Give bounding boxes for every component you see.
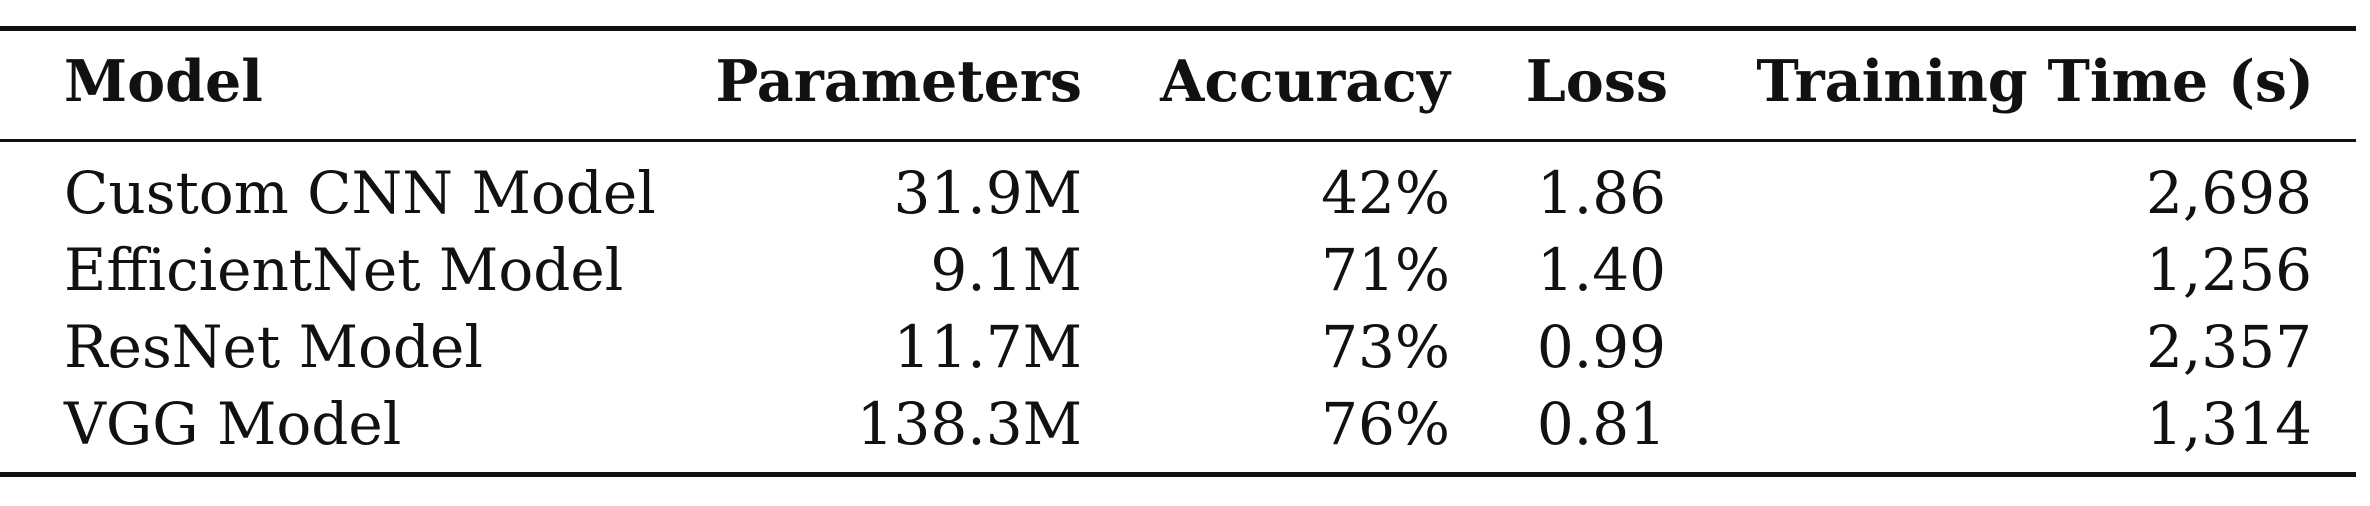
- cell-loss: 1.86: [1536, 159, 1666, 227]
- cell-accuracy: 76%: [1321, 390, 1450, 458]
- cell-accuracy: 71%: [1321, 236, 1450, 304]
- bottom-rule: [0, 472, 2356, 477]
- table-row: EfficientNet Model 9.1M 71% 1.40 1,256: [0, 232, 2356, 308]
- cell-accuracy: 73%: [1321, 313, 1450, 381]
- cell-parameters: 9.1M: [930, 236, 1082, 304]
- table-row: Custom CNN Model 31.9M 42% 1.86 2,698: [0, 155, 2356, 231]
- cell-training-time: 1,314: [2145, 390, 2312, 458]
- top-rule: [0, 26, 2356, 31]
- cell-model: Custom CNN Model: [64, 159, 656, 227]
- header-parameters: Parameters: [715, 48, 1082, 115]
- cell-accuracy: 42%: [1321, 159, 1450, 227]
- cell-parameters: 11.7M: [893, 313, 1082, 381]
- cell-training-time: 2,357: [2145, 313, 2312, 381]
- cell-loss: 1.40: [1536, 236, 1666, 304]
- cell-model: VGG Model: [64, 390, 402, 458]
- cell-model: ResNet Model: [64, 313, 483, 381]
- header-rule: [0, 139, 2356, 142]
- cell-parameters: 138.3M: [856, 390, 1082, 458]
- cell-loss: 0.81: [1536, 390, 1666, 458]
- header-loss: Loss: [1525, 48, 1668, 115]
- table-header-row: Model Parameters Accuracy Loss Training …: [0, 44, 2356, 120]
- header-training-time: Training Time (s): [1756, 48, 2314, 115]
- cell-training-time: 1,256: [2145, 236, 2312, 304]
- cell-model: EfficientNet Model: [64, 236, 624, 304]
- cell-parameters: 31.9M: [893, 159, 1082, 227]
- table-row: VGG Model 138.3M 76% 0.81 1,314: [0, 386, 2356, 462]
- cell-loss: 0.99: [1536, 313, 1666, 381]
- table-row: ResNet Model 11.7M 73% 0.99 2,357: [0, 309, 2356, 385]
- header-model: Model: [64, 48, 263, 115]
- cell-training-time: 2,698: [2145, 159, 2312, 227]
- header-accuracy: Accuracy: [1160, 48, 1450, 115]
